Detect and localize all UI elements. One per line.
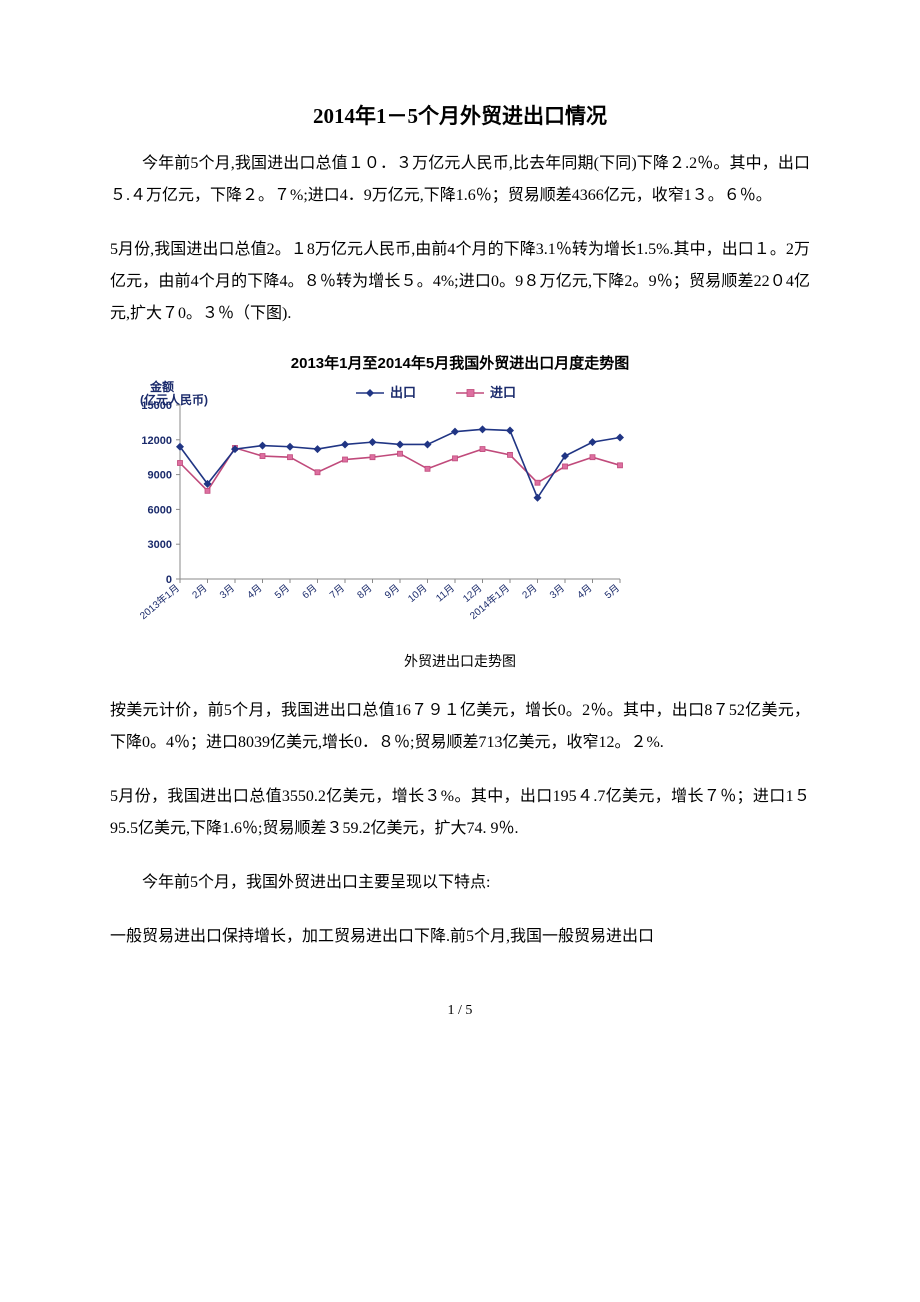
svg-text:2月: 2月 — [520, 582, 540, 601]
svg-text:12000: 12000 — [141, 435, 172, 447]
svg-text:7月: 7月 — [327, 582, 347, 601]
svg-text:8月: 8月 — [355, 582, 375, 601]
svg-text:11月: 11月 — [434, 582, 457, 604]
svg-text:4月: 4月 — [245, 582, 265, 601]
svg-text:金额: 金额 — [149, 379, 174, 394]
svg-text:6000: 6000 — [148, 504, 172, 516]
chart-caption: 外贸进出口走势图 — [110, 651, 810, 671]
svg-text:15000: 15000 — [141, 400, 172, 412]
svg-text:10月: 10月 — [406, 582, 430, 605]
svg-text:6月: 6月 — [300, 582, 320, 601]
paragraph-2: 5月份,我国进出口总值2。１8万亿元人民币,由前4个月的下降3.1％转为增长1.… — [110, 234, 810, 330]
svg-text:12月: 12月 — [461, 582, 485, 605]
svg-text:9月: 9月 — [382, 582, 402, 601]
svg-text:0: 0 — [166, 574, 172, 586]
chart-plot: 金额(亿元人民币)出口进口030006000900012000150002013… — [110, 377, 630, 637]
svg-text:2月: 2月 — [190, 582, 210, 601]
svg-text:3月: 3月 — [217, 582, 237, 601]
paragraph-1: 今年前5个月,我国进出口总值１０．３万亿元人民币,比去年同期(下同)下降２.2％… — [110, 148, 810, 212]
paragraph-4: 5月份，我国进出口总值3550.2亿美元，增长３%。其中，出口195４.7亿美元… — [110, 781, 810, 845]
paragraph-5: 今年前5个月，我国外贸进出口主要呈现以下特点: — [110, 867, 810, 899]
svg-text:5月: 5月 — [602, 582, 622, 601]
page-title: 2014年1－5个月外贸进出口情况 — [110, 100, 810, 130]
svg-text:9000: 9000 — [148, 470, 172, 482]
svg-text:3月: 3月 — [547, 582, 567, 601]
chart-title: 2013年1月至2014年5月我国外贸进出口月度走势图 — [110, 352, 810, 373]
chart-container: 2013年1月至2014年5月我国外贸进出口月度走势图 金额(亿元人民币)出口进… — [110, 352, 810, 671]
svg-text:2013年1月: 2013年1月 — [137, 581, 182, 622]
svg-text:进口: 进口 — [490, 385, 516, 400]
paragraph-3: 按美元计价，前5个月，我国进出口总值16７９１亿美元，增长0。2％。其中，出口8… — [110, 695, 810, 759]
page-footer: 1 / 5 — [110, 1003, 810, 1019]
svg-text:3000: 3000 — [148, 539, 172, 551]
page: 2014年1－5个月外贸进出口情况 今年前5个月,我国进出口总值１０．３万亿元人… — [0, 0, 920, 1079]
svg-text:4月: 4月 — [575, 582, 595, 601]
paragraph-6: 一般贸易进出口保持增长，加工贸易进出口下降.前5个月,我国一般贸易进出口 — [110, 921, 810, 953]
svg-text:出口: 出口 — [390, 385, 416, 400]
line-chart-svg: 金额(亿元人民币)出口进口030006000900012000150002013… — [110, 377, 630, 637]
svg-text:5月: 5月 — [272, 582, 292, 601]
